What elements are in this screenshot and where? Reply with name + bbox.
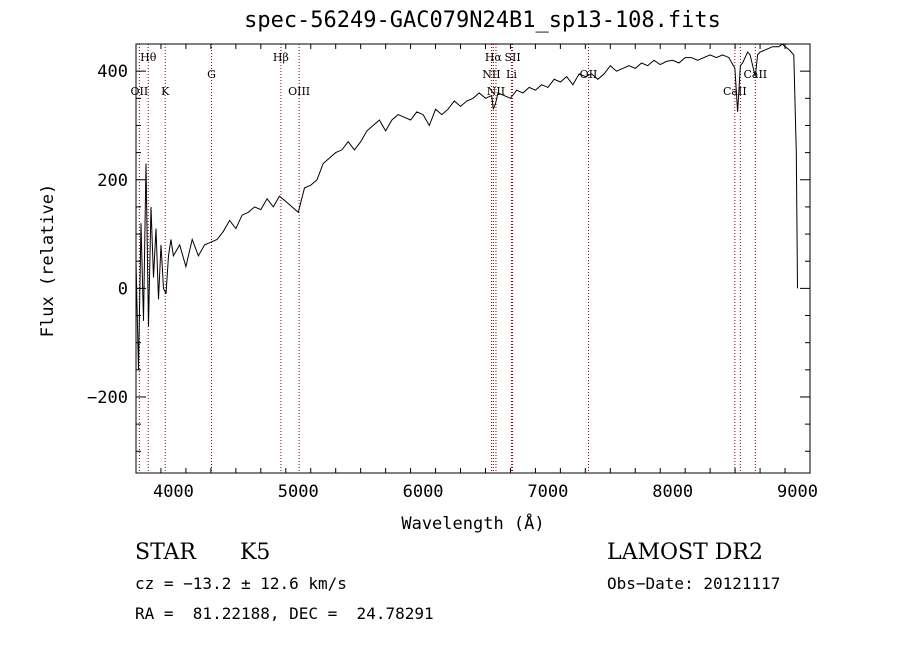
coordinates: RA = 81.22188, DEC = 24.78291: [135, 604, 434, 623]
spectral-line-label: Hβ: [273, 51, 289, 64]
spectral-line-label: NII: [487, 85, 505, 98]
spectral-line-label: Hα: [485, 51, 503, 64]
x-axis-label: Wavelength (Å): [401, 512, 544, 534]
y-tick-label: 200: [97, 171, 128, 191]
chart-title: spec-56249-GAC079N24B1_sp13-108.fits: [244, 8, 721, 33]
redshift-readout: cz = −13.2 ± 12.6 km/s: [135, 574, 347, 593]
spectral-line-label: Hθ: [140, 51, 157, 64]
x-tick-label: 5000: [278, 482, 319, 502]
obs-date: Obs−Date: 20121117: [607, 574, 781, 593]
spectral-line-label: K: [161, 85, 170, 98]
x-tick-label: 6000: [403, 482, 444, 502]
x-tick-label: 8000: [652, 482, 693, 502]
spectral-line-label: NII: [482, 68, 500, 81]
spectral-line-label: CaII: [723, 85, 747, 98]
y-tick-label: 0: [118, 279, 128, 299]
spectrum-line: [135, 43, 798, 370]
spectral-line-label: G: [207, 68, 216, 81]
spectral-line-label: OIII: [288, 85, 310, 98]
x-tick-label: 4000: [153, 482, 194, 502]
y-axis-label: Flux (relative): [38, 184, 58, 338]
x-tick-label: 7000: [527, 482, 568, 502]
x-tick-label: 9000: [777, 482, 818, 502]
spectral-line-label: Li: [506, 68, 517, 81]
object-subclass: K5: [240, 540, 271, 565]
spectral-line-label: OII: [580, 68, 598, 81]
spectral-line-label: SII: [504, 51, 520, 64]
y-tick-label: 400: [97, 62, 128, 82]
object-class: STAR: [135, 540, 196, 565]
spectral-line-label: OII: [131, 85, 149, 98]
survey-label: LAMOST DR2: [607, 540, 763, 565]
y-tick-label: −200: [87, 388, 128, 408]
plot-frame: [135, 43, 811, 474]
